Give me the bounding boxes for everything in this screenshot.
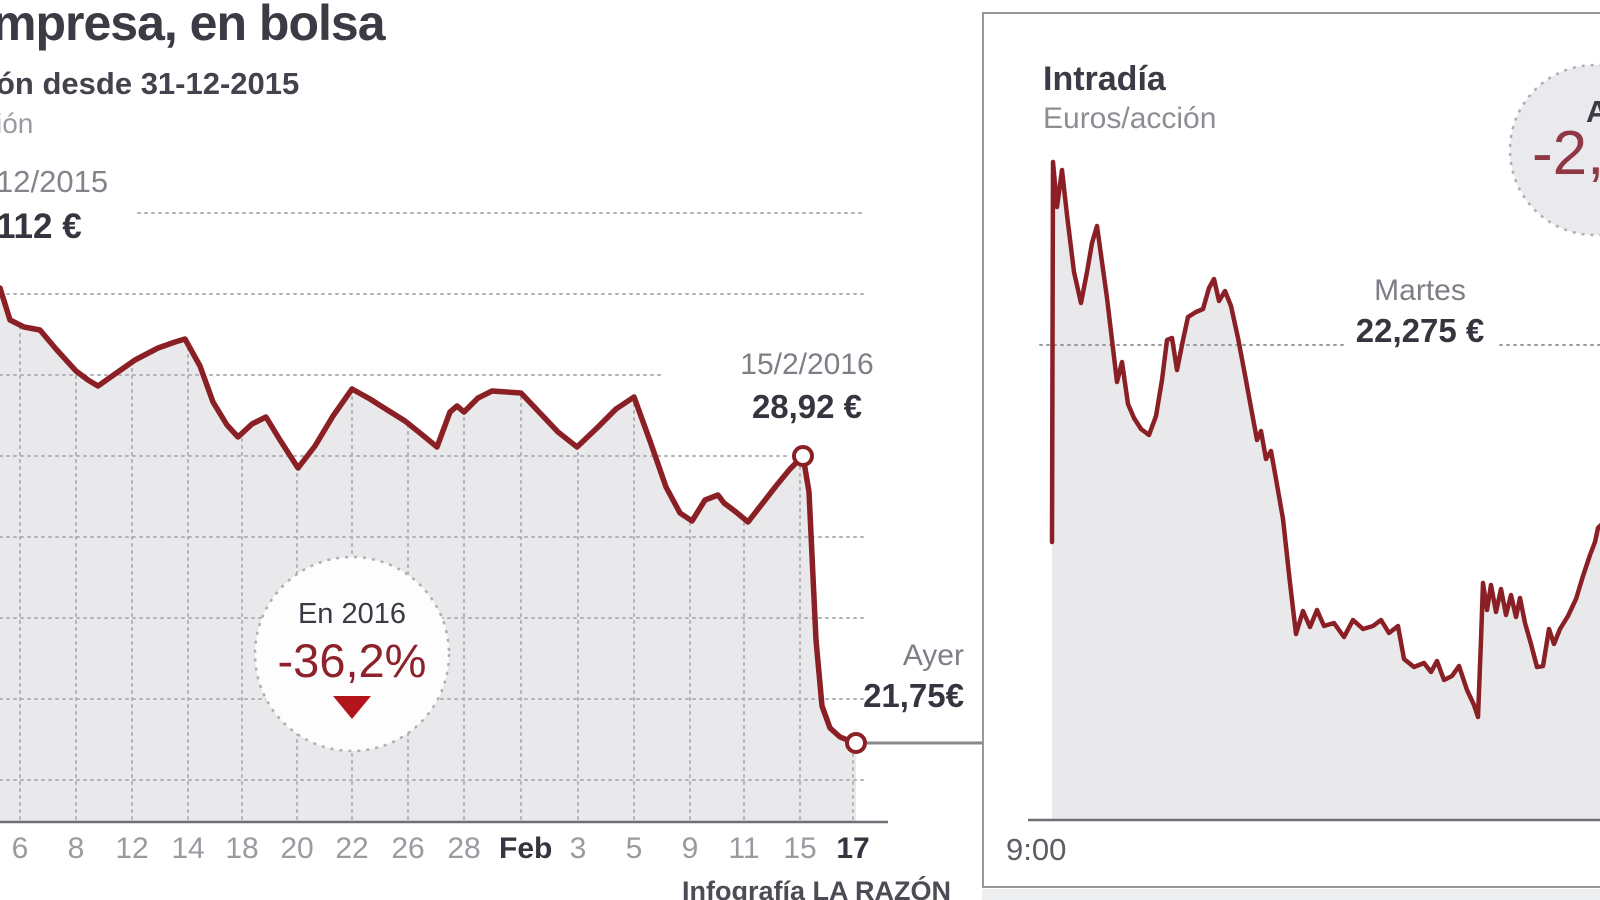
last-label: Ayer bbox=[902, 639, 964, 672]
page-title: mpresa, en bolsa bbox=[0, 0, 385, 51]
intraday-units: Euros/acción bbox=[1043, 102, 1217, 135]
x-tick: 20 bbox=[280, 832, 314, 865]
x-tick: 8 bbox=[67, 832, 85, 865]
intraday-badge-label: A bbox=[1586, 94, 1600, 129]
last-annotation: Ayer 21,75€ bbox=[800, 639, 964, 715]
x-tick: 28 bbox=[447, 832, 481, 865]
x-tick: 15 bbox=[783, 832, 817, 865]
panel-bottom-strip bbox=[982, 889, 1600, 900]
credit-line: Infografía LA RAZÓN bbox=[682, 876, 951, 900]
evolution-line bbox=[0, 285, 859, 746]
martes-annotation: Martes 22,275 € bbox=[1320, 274, 1520, 350]
x-tick: 22 bbox=[335, 832, 369, 865]
intraday-badge-value: -2, bbox=[1532, 119, 1600, 188]
peak-annotation: 15/2/2016 28,92 € bbox=[702, 348, 912, 426]
change-badge-value: -36,2% bbox=[277, 634, 427, 687]
horizontal-gridlines bbox=[0, 212, 865, 781]
x-tick: 3 bbox=[569, 832, 587, 865]
x-tick: 26 bbox=[391, 832, 425, 865]
intraday-badge-circle bbox=[1508, 63, 1600, 237]
x-tick: 6 bbox=[11, 832, 29, 865]
ref-price-label: 112 € bbox=[0, 207, 82, 246]
x-tick: 14 bbox=[171, 832, 205, 865]
intraday-title: Intradía bbox=[1043, 60, 1166, 98]
x-tick-last: 17 bbox=[836, 832, 870, 865]
martes-price: 22,275 € bbox=[1355, 312, 1485, 349]
x-tick: 5 bbox=[625, 832, 643, 865]
x-tick: 18 bbox=[225, 832, 259, 865]
last-price: 21,75€ bbox=[863, 677, 964, 714]
martes-label: Martes bbox=[1374, 274, 1466, 307]
intraday-line bbox=[1049, 159, 1600, 720]
intraday-area bbox=[1052, 162, 1600, 819]
peak-marker bbox=[792, 445, 814, 467]
change-badge-circle bbox=[253, 555, 451, 753]
peak-price: 28,92 € bbox=[751, 388, 863, 425]
change-badge: En 2016 -36,2% bbox=[252, 598, 452, 719]
down-triangle-icon bbox=[333, 696, 371, 719]
left-units-label: ión bbox=[0, 108, 34, 139]
x-tick: 12 bbox=[115, 832, 149, 865]
x-tick: 11 bbox=[728, 832, 760, 865]
x-tick: 9 bbox=[681, 832, 699, 865]
change-badge-label: En 2016 bbox=[297, 598, 407, 630]
last-marker bbox=[845, 732, 867, 754]
x-tick-feb: Feb bbox=[499, 832, 553, 865]
open-time-label: 9:00 bbox=[1006, 832, 1067, 867]
ref-date-label: 12/2015 bbox=[0, 164, 109, 199]
peak-date: 15/2/2016 bbox=[740, 348, 874, 381]
page-subtitle: ón desde 31-12-2015 bbox=[0, 66, 300, 101]
